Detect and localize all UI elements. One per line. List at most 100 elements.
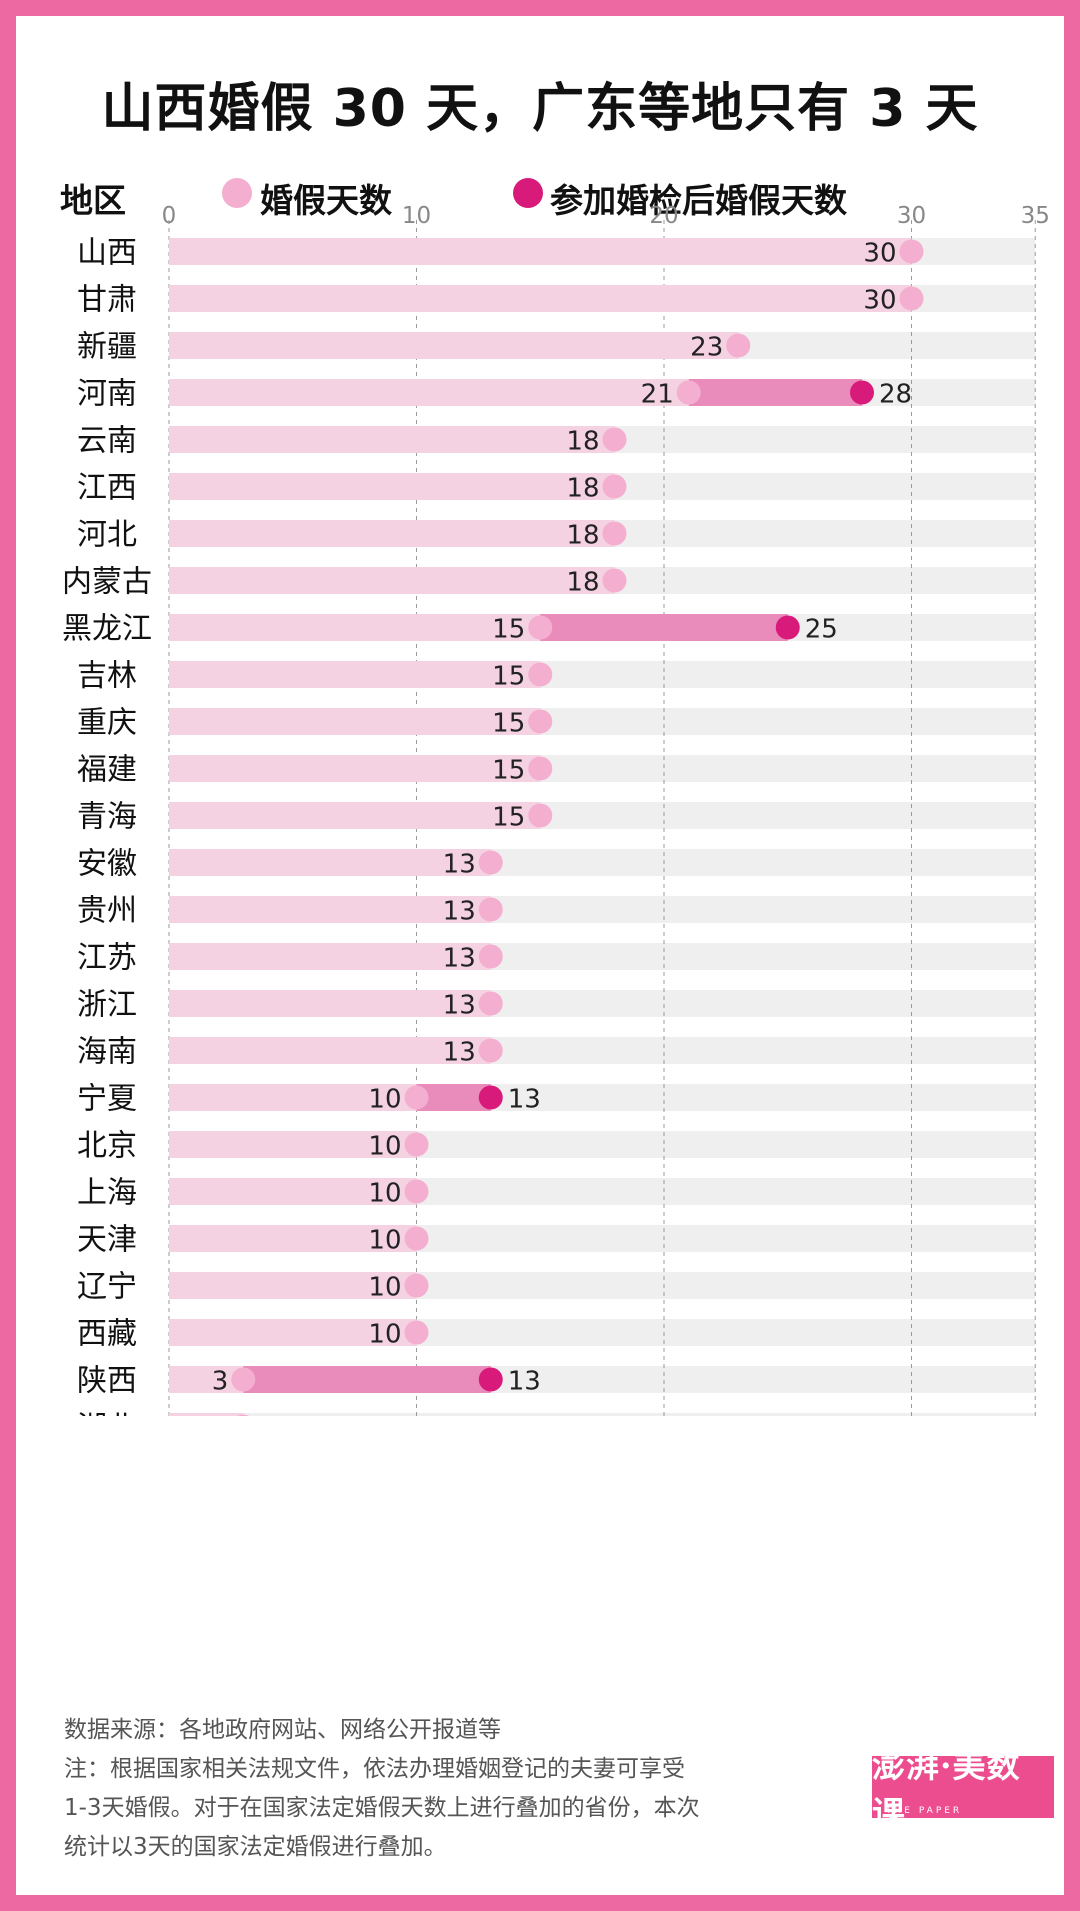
- base-value-label: 3: [212, 1367, 229, 1397]
- base-value-label: 10: [368, 1320, 401, 1350]
- base-dot: [404, 1273, 429, 1298]
- region-label: 江苏: [77, 941, 137, 976]
- base-bar: [169, 379, 689, 406]
- base-bar: [169, 567, 615, 594]
- base-dot: [602, 521, 627, 546]
- base-value-label: 13: [443, 991, 476, 1021]
- base-value-label: 10: [368, 1179, 401, 1209]
- region-label: 海南: [77, 1035, 137, 1070]
- base-bar: [169, 1131, 417, 1158]
- row-band: [169, 1413, 1036, 1416]
- base-bar: [169, 473, 615, 500]
- region-label: 西藏: [77, 1317, 137, 1352]
- extra-value-label: 13: [508, 1367, 541, 1397]
- region-label: 北京: [77, 1129, 137, 1164]
- chart-card: 山西婚假 30 天，广东等地只有 3 天 地区 婚假天数 参加婚检后婚假天数 0…: [16, 16, 1064, 1895]
- footer-note-line1: 注：根据国家相关法规文件，依法办理婚姻登记的夫妻可享受: [64, 1756, 685, 1782]
- base-dot: [478, 1038, 503, 1063]
- base-bar: [169, 1319, 417, 1346]
- extra-bar: [416, 1084, 491, 1111]
- footer-note-line2: 1-3天婚假。对于在国家法定婚假天数上进行叠加的省份，本次: [64, 1795, 700, 1821]
- region-label: 宁夏: [77, 1082, 137, 1117]
- region-label: 河北: [77, 518, 137, 553]
- base-dot: [528, 615, 553, 640]
- region-label: 浙江: [77, 988, 137, 1023]
- base-dot: [478, 850, 503, 875]
- base-value-label: 18: [566, 427, 599, 457]
- extra-dot: [478, 1085, 503, 1110]
- x-tick-label: 35: [1021, 203, 1050, 229]
- brand-logo: 澎湃·美数课: [872, 1746, 1054, 1833]
- extra-bar: [243, 1366, 491, 1393]
- footer-source: 数据来源：各地政府网站、网络公开报道等: [64, 1717, 501, 1743]
- legend-extra-dot: [513, 178, 543, 208]
- base-dot: [478, 944, 503, 969]
- region-header: 地区: [60, 181, 126, 220]
- base-dot: [726, 333, 751, 358]
- base-dot: [478, 991, 503, 1016]
- base-value-label: 21: [641, 380, 674, 410]
- base-bar: [169, 943, 491, 970]
- extra-dot: [775, 615, 800, 640]
- base-dot: [899, 286, 924, 311]
- base-value-label: 18: [566, 568, 599, 598]
- base-dot: [528, 662, 553, 687]
- base-value-label: 23: [690, 333, 723, 363]
- base-dot: [231, 1367, 256, 1392]
- region-label: 河南: [77, 377, 137, 412]
- base-dot: [404, 1179, 429, 1204]
- extra-dot: [478, 1367, 503, 1392]
- base-value-label: 3: [212, 1414, 229, 1417]
- chart-title: 山西婚假 30 天，广东等地只有 3 天: [101, 79, 979, 139]
- base-bar: [169, 802, 541, 829]
- base-value-label: 18: [566, 474, 599, 504]
- legend-base-label: 婚假天数: [260, 181, 392, 220]
- region-label: 黑龙江: [62, 612, 152, 647]
- base-bar: [169, 426, 615, 453]
- legend-extra-label: 参加婚检后婚假天数: [550, 181, 847, 220]
- base-dot: [602, 568, 627, 593]
- base-dot: [237, 1414, 250, 1416]
- base-value-label: 13: [443, 850, 476, 880]
- base-bar: [169, 990, 491, 1017]
- base-bar: [169, 849, 491, 876]
- base-value-label: 10: [368, 1226, 401, 1256]
- base-bar: [169, 520, 615, 547]
- base-value-label: 18: [566, 521, 599, 551]
- region-label: 重庆: [77, 706, 137, 741]
- region-label: 山西: [77, 236, 137, 271]
- base-value-label: 15: [492, 756, 525, 786]
- base-bar: [169, 285, 912, 312]
- base-dot: [528, 756, 553, 781]
- base-value-label: 30: [863, 239, 896, 269]
- extra-value-label: 25: [805, 615, 838, 645]
- base-dot: [404, 1085, 429, 1110]
- base-value-label: 15: [492, 803, 525, 833]
- base-bar: [169, 755, 541, 782]
- x-tick-label: 30: [897, 203, 926, 229]
- base-value-label: 10: [368, 1273, 401, 1303]
- base-dot: [404, 1320, 429, 1345]
- legend-base-dot: [222, 178, 252, 208]
- base-bar: [169, 332, 739, 359]
- extra-value-label: 13: [508, 1085, 541, 1115]
- base-value-label: 13: [443, 944, 476, 974]
- base-dot: [602, 474, 627, 499]
- base-value-label: 15: [492, 662, 525, 692]
- region-label: 云南: [77, 424, 137, 459]
- base-value-label: 13: [443, 897, 476, 927]
- base-dot: [676, 380, 701, 405]
- region-label: 甘肃: [77, 283, 137, 318]
- region-label: 湖北: [77, 1411, 137, 1417]
- base-dot: [404, 1132, 429, 1157]
- extra-bar: [540, 614, 788, 641]
- x-tick-label: 20: [649, 203, 678, 229]
- extra-bar: [688, 379, 862, 406]
- base-value-label: 30: [863, 286, 896, 316]
- dumbbell-chart: 0 10 20 30 35 山西 30 甘肃 30 新疆 23 河南 21 28 云南 18 江西 18 河北 18 内…: [62, 203, 1050, 1417]
- region-label: 内蒙古: [62, 565, 152, 600]
- base-bar: [169, 1366, 244, 1393]
- base-value-label: 15: [492, 709, 525, 739]
- base-bar: [169, 1037, 491, 1064]
- extra-dot: [850, 380, 874, 405]
